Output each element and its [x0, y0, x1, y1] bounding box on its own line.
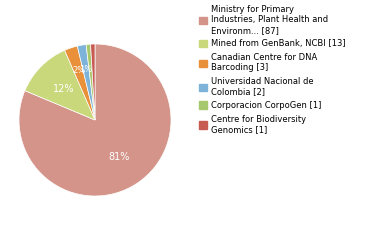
Text: 2%: 2%: [72, 66, 85, 76]
Wedge shape: [86, 44, 95, 120]
Legend: Ministry for Primary
Industries, Plant Health and
Environm... [87], Mined from G: Ministry for Primary Industries, Plant H…: [198, 4, 347, 135]
Wedge shape: [19, 44, 171, 196]
Wedge shape: [65, 46, 95, 120]
Text: 81%: 81%: [109, 152, 130, 162]
Wedge shape: [90, 44, 95, 120]
Text: 12%: 12%: [53, 84, 74, 94]
Wedge shape: [25, 50, 95, 120]
Wedge shape: [77, 45, 95, 120]
Text: 1%: 1%: [79, 65, 93, 74]
